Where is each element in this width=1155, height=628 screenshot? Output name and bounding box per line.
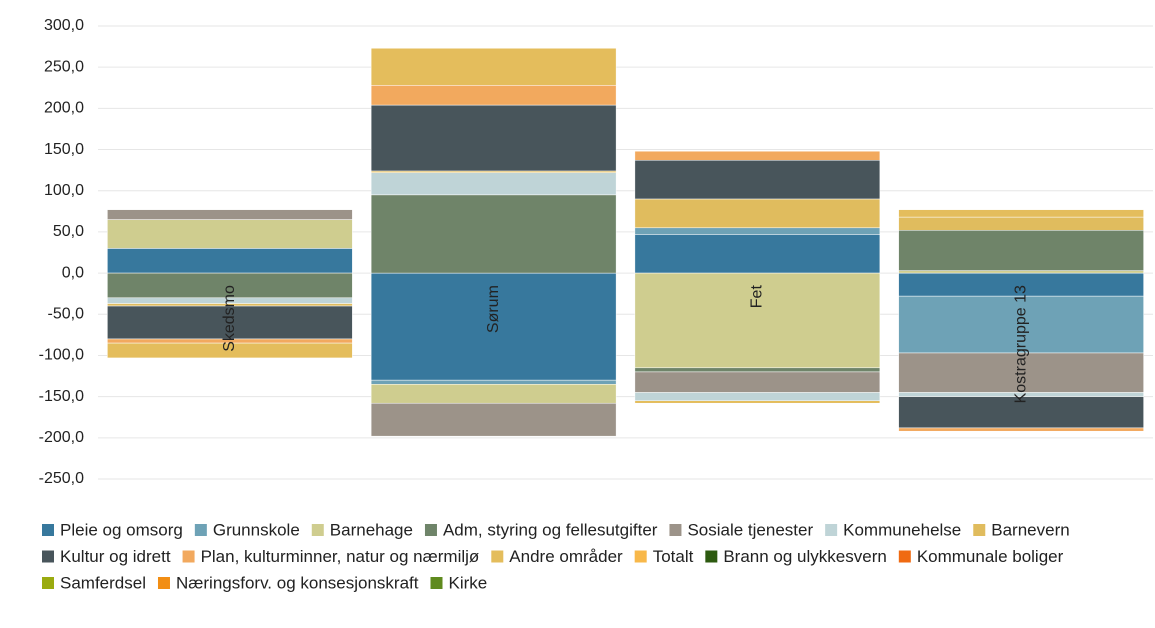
y-tick-label: 50,0 bbox=[53, 223, 84, 240]
legend-swatch bbox=[42, 577, 54, 589]
legend-swatch bbox=[973, 524, 986, 536]
bar-segment bbox=[898, 216, 1144, 231]
legend-swatch bbox=[424, 524, 437, 536]
bar-segment bbox=[898, 427, 1144, 432]
legend-swatch bbox=[898, 550, 911, 563]
bar-segment bbox=[898, 396, 1144, 429]
bar-segment bbox=[634, 400, 881, 404]
legend-swatch bbox=[194, 524, 207, 536]
bar-segment bbox=[107, 342, 353, 359]
legend-label: Brann og ulykkesvern bbox=[723, 547, 886, 566]
legend-swatch bbox=[311, 524, 324, 536]
y-tick-label: 100,0 bbox=[44, 182, 84, 199]
y-tick-label: 150,0 bbox=[44, 141, 84, 158]
bar-segment bbox=[107, 209, 353, 220]
bar-segment bbox=[370, 272, 617, 381]
y-tick-label: -150,0 bbox=[39, 388, 84, 405]
bar-segment bbox=[370, 194, 617, 274]
legend-swatch bbox=[42, 550, 54, 563]
bar-segment bbox=[634, 234, 881, 274]
y-tick-label: -250,0 bbox=[39, 470, 84, 487]
legend-label: Kirke bbox=[449, 573, 488, 592]
bar-segment bbox=[107, 272, 353, 299]
y-tick-label: -50,0 bbox=[48, 305, 85, 322]
legend-label: Grunnskole bbox=[213, 520, 300, 539]
bar-segment bbox=[634, 367, 881, 373]
bar-segment bbox=[898, 230, 1144, 271]
bar-segment bbox=[634, 392, 881, 402]
legend-label: Barnehage bbox=[330, 520, 413, 539]
bar-segment bbox=[634, 227, 881, 235]
x-tick-label: Skedsmo bbox=[221, 285, 238, 352]
legend-label: Plan, kulturminner, natur og nærmiljø bbox=[201, 547, 480, 566]
bar-segment bbox=[898, 209, 1144, 218]
legend-label: Kommunehelse bbox=[843, 520, 961, 539]
x-tick-label: Sørum bbox=[485, 285, 502, 333]
legend-label: Sosiale tjenester bbox=[687, 520, 813, 539]
legend-swatch bbox=[705, 550, 718, 563]
y-tick-label: 200,0 bbox=[44, 100, 84, 117]
legend-label: Barnevern bbox=[991, 520, 1069, 539]
legend-swatch bbox=[825, 524, 838, 536]
bar-segment bbox=[370, 172, 617, 196]
bar-segment bbox=[107, 219, 353, 249]
bar-segment bbox=[634, 371, 881, 393]
x-tick-label: Kostragruppe 13 bbox=[1012, 285, 1029, 403]
legend-swatch bbox=[182, 550, 195, 563]
legend-label: Kommunale boliger bbox=[917, 547, 1064, 566]
labels: 300,0 250,0 200,0 150,0 100,0 50,0 0,0 -50,0 -10… bbox=[39, 17, 1030, 487]
bar-segment bbox=[370, 402, 617, 437]
bar-segment bbox=[370, 379, 617, 385]
legend-swatch bbox=[430, 577, 443, 589]
legend-swatch bbox=[669, 524, 682, 536]
bar-segment bbox=[634, 150, 881, 161]
bar-segment bbox=[370, 104, 617, 172]
legend-swatch bbox=[42, 524, 54, 536]
x-tick-label: Fet bbox=[749, 285, 766, 309]
bar-segment bbox=[634, 160, 881, 200]
y-tick-label: 0,0 bbox=[62, 264, 84, 281]
legend-label: Kultur og idrett bbox=[60, 547, 171, 566]
bar-segment bbox=[107, 305, 353, 340]
legend-swatch bbox=[634, 550, 647, 563]
bar-segment bbox=[634, 198, 881, 229]
bar-segment bbox=[107, 248, 353, 274]
legend: Pleie og omsorg Grunnskole Barnehage Adm, s… bbox=[42, 520, 1070, 592]
legend-swatch bbox=[157, 577, 170, 589]
legend-label: Næringsforv. og konsesjonskraft bbox=[176, 573, 419, 592]
legend-label: Adm, styring og fellesutgifter bbox=[443, 520, 658, 539]
legend-label: Pleie og omsorg bbox=[60, 520, 183, 539]
y-tick-label: -100,0 bbox=[39, 347, 84, 364]
y-tick-label: 300,0 bbox=[44, 17, 84, 34]
bar-segment bbox=[370, 47, 617, 86]
legend-label: Andre områder bbox=[509, 547, 623, 566]
legend-swatch bbox=[491, 550, 504, 563]
bar-segment bbox=[898, 270, 1144, 274]
legend-label: Totalt bbox=[653, 547, 694, 566]
y-tick-label: -200,0 bbox=[39, 429, 84, 446]
legend-label: Samferdsel bbox=[60, 573, 146, 592]
bar-segment bbox=[370, 384, 617, 404]
bar-segment bbox=[898, 295, 1144, 354]
bars bbox=[107, 47, 1144, 437]
bar-segment bbox=[370, 85, 617, 106]
y-tick-label: 250,0 bbox=[44, 58, 84, 75]
